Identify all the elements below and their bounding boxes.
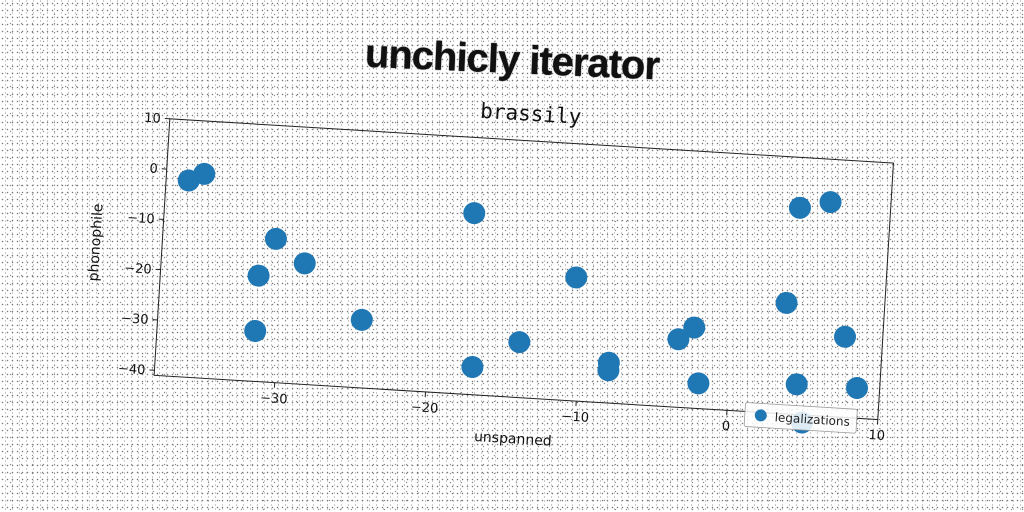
- y-tick-label: 10: [144, 111, 161, 127]
- data-point: [244, 320, 267, 343]
- data-point: [565, 266, 588, 289]
- y-tick-label: 0: [149, 162, 158, 177]
- data-point: [775, 291, 798, 314]
- axes-frame: [153, 118, 894, 421]
- x-tick-label: −20: [410, 400, 438, 417]
- data-point: [597, 359, 620, 382]
- data-point: [193, 162, 216, 185]
- legend-marker: [754, 409, 767, 422]
- data-point: [785, 373, 808, 396]
- data-point: [834, 325, 857, 348]
- data-point: [247, 264, 270, 287]
- x-tick-label: −10: [561, 409, 589, 426]
- y-tick-label: −10: [127, 211, 155, 228]
- data-point: [683, 316, 706, 339]
- x-tick-label: −30: [260, 391, 288, 408]
- y-tick-label: −40: [118, 362, 146, 379]
- legend-box: [743, 402, 858, 434]
- x-axis-label: unspanned: [474, 429, 553, 450]
- legend-label: legalizations: [774, 410, 850, 429]
- chart-legend: legalizations: [743, 402, 858, 434]
- data-point: [687, 372, 710, 395]
- data-point: [350, 308, 373, 331]
- data-point: [461, 356, 484, 379]
- chart-title: brassily: [480, 99, 582, 129]
- data-point: [508, 331, 531, 354]
- data-point: [819, 191, 842, 214]
- data-point: [264, 227, 287, 250]
- data-point: [667, 328, 690, 351]
- x-tick-label: 0: [721, 419, 730, 434]
- y-tick-label: −20: [124, 261, 152, 278]
- data-point: [788, 196, 811, 219]
- y-axis-label: phonophile: [86, 203, 107, 282]
- data-point: [846, 377, 869, 400]
- x-tick-label: 10: [868, 428, 885, 444]
- y-tick-label: −30: [121, 311, 149, 328]
- data-point: [293, 252, 316, 275]
- data-point: [463, 202, 486, 225]
